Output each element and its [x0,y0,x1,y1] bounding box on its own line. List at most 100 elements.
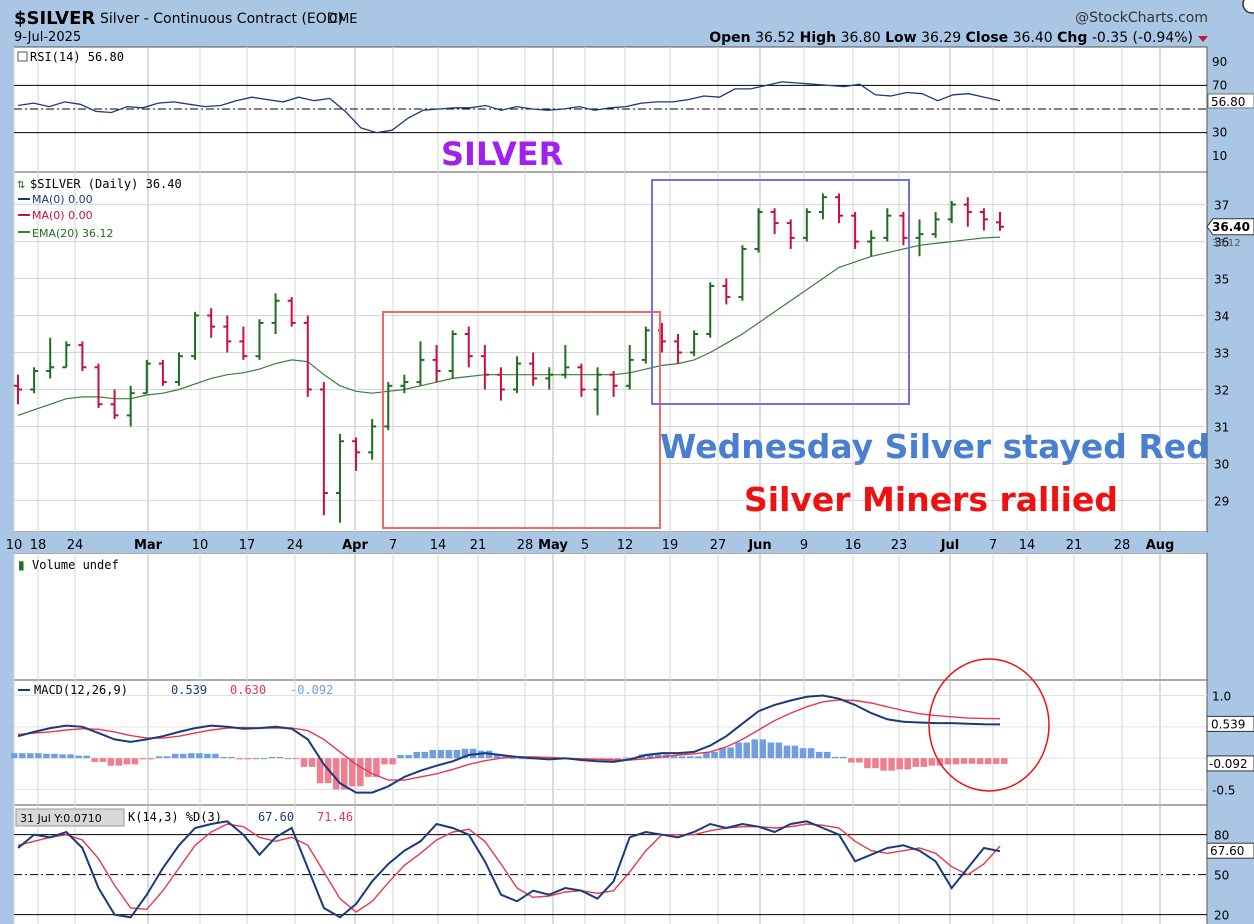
date-tick-label: 17 [239,538,256,553]
macd-hist-bar [984,758,992,765]
volume-panel [13,552,1208,681]
macd-hist-bar [992,758,1000,764]
macd-hist-bar [43,753,50,759]
macd-hist-bar [421,751,429,759]
macd-hist-bar [27,753,34,759]
price-bar [110,389,119,420]
macd-hist-bar [670,756,678,759]
date-tick-label: 21 [1066,538,1083,553]
macd-hist-bar [799,748,807,759]
price-bar [448,330,457,379]
macd-hist-bar [115,758,123,766]
price-legend-ma1: MA(0) 0.00 [32,193,93,206]
macd-hist-bar [131,758,139,765]
price-legend-icon: ⇅ [17,180,25,191]
stoch-d-line [17,823,1001,913]
date-tick-label: 23 [891,538,908,553]
macd-hist-bar [139,758,147,760]
stoch-tick-label: 50 [1214,869,1229,883]
macd-hist-bar [196,753,203,759]
macd-hist-bar [340,758,348,790]
macd-hist-bar [501,755,509,759]
rsi-tick-label: 70 [1212,78,1227,92]
macd-hist-bar [300,758,308,767]
stochastic-legend: 31 Jul Y:0.0710 K(14,3) %D(3) 67.60 71.4… [15,808,353,827]
price-bar [78,341,87,371]
macd-hist-bar [405,755,412,759]
price-bar [883,208,892,242]
price-bar [754,208,763,253]
price-bar [464,326,473,368]
macd-hist-bar [51,753,58,759]
macd-value-badge [1206,715,1254,732]
macd-hist-bar [888,758,895,771]
macd-legend: MACD(12,26,9) 0.539 0.630 -0.092 [18,683,333,697]
macd-hist-bar [163,756,171,759]
macd-hist-bar [920,758,928,767]
date-tick-label: 19 [662,538,679,553]
price-bar [94,363,103,408]
macd-line [17,694,1001,794]
macd-hist-bar [952,758,960,765]
macd-tick-label: -0.5 [1212,783,1235,797]
price-legend-symbol: $SILVER (Daily) 36.40 [30,177,182,191]
macd-hist-bar [276,756,284,759]
corner-close-icon[interactable] [1242,0,1254,14]
price-bar [319,382,328,516]
macd-hist-bar [171,753,179,759]
macd-hist-bar [147,758,155,760]
price-tick-label: 36 [1214,236,1229,250]
date-tick-label: 24 [287,538,304,553]
ema-value-label: 36.12 [1212,238,1241,249]
price-bar [770,208,779,235]
macd-hist-bar [606,758,614,761]
macd-hist-bar [204,753,211,759]
date-tick-label: 14 [1019,538,1036,553]
high-value: 36.80 [841,30,881,46]
date-axis-strip [14,532,1207,553]
macd-hist-bar [872,758,879,769]
macd-hist-bar [775,742,783,759]
macd-hist-bar [807,748,815,759]
macd-hist-bar [260,758,268,760]
macd-signal-line [17,699,1001,781]
macd-hist-bar [99,758,107,762]
macd-hist-bar [944,758,952,765]
annotation-red-box [382,311,661,529]
macd-hist-bar [268,756,276,759]
macd-hist-bar [493,755,501,759]
date-tick-label: 18 [30,538,47,553]
annotation-line1: Wednesday Silver stayed Red [660,427,1210,466]
macd-hist-bar [815,751,823,759]
date-tick-label: 27 [710,538,727,553]
date-tick-label: Mar [134,538,163,553]
macd-hist-bar [83,755,90,759]
price-tick-label: 35 [1214,273,1229,287]
price-tick-label: 37 [1214,199,1229,213]
macd-hist-bar [743,742,750,759]
price-bar [416,341,425,386]
macd-hist-bar [767,742,775,759]
macd-layer [10,694,1207,794]
macd-hist-bar [107,758,115,766]
macd-hist-bar [622,757,630,759]
price-bar [931,211,940,238]
macd-hist-bar [453,750,461,759]
macd-hist-bar [123,758,131,765]
header-date: 9-Jul-2025 [14,30,81,45]
stoch-k-line [17,820,1001,919]
macd-hist-bar [751,739,759,759]
price-bar [996,211,1004,231]
price-bar [738,245,747,301]
macd-hist-label: -0.092 [1209,757,1248,771]
price-legend-ma2: MA(0) 0.00 [32,209,93,222]
macd-hist-bar [703,751,710,759]
price-bar [674,334,683,364]
price-bar [158,359,167,386]
stoch-legend-d-value: 71.46 [317,810,353,824]
macd-hist-bar [896,758,903,770]
date-tick-label: May [538,538,568,553]
stoch-legend-label: K(14,3) %D(3) [128,810,222,824]
price-bar [915,219,924,257]
macd-hist-bar [397,755,404,759]
